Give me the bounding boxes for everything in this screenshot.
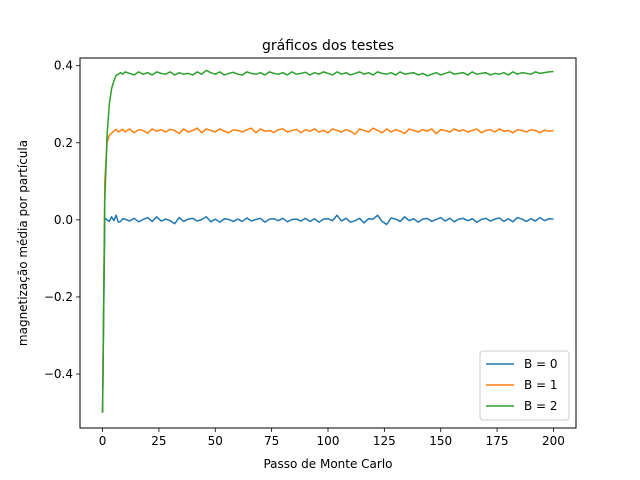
legend-label-0: B = 0 bbox=[524, 357, 558, 371]
y-tick-label: 0.2 bbox=[54, 136, 73, 150]
x-tick-label: 125 bbox=[373, 434, 396, 448]
x-tick-label: 150 bbox=[429, 434, 452, 448]
legend-box bbox=[479, 350, 570, 421]
x-axis-label: Passo de Monte Carlo bbox=[263, 457, 392, 471]
x-tick-label: 0 bbox=[99, 434, 107, 448]
chart-title: gráficos dos testes bbox=[262, 38, 394, 54]
legend: B = 0 B = 1 B = 2 bbox=[479, 350, 570, 421]
x-tick-label: 200 bbox=[542, 434, 565, 448]
series-line-2 bbox=[101, 69, 554, 413]
x-tick-label: 75 bbox=[264, 434, 279, 448]
y-tick-label: 0.0 bbox=[54, 213, 73, 227]
x-tick-label: 50 bbox=[208, 434, 223, 448]
series-line-0 bbox=[101, 214, 554, 413]
legend-label-1: B = 1 bbox=[524, 378, 558, 392]
x-tick-label: 175 bbox=[486, 434, 509, 448]
series-line-1 bbox=[101, 127, 554, 413]
x-tick-label: 100 bbox=[317, 434, 340, 448]
x-axis-ticks: 0 25 50 75 100 125 150 175 200 bbox=[99, 428, 565, 448]
y-tick-label: 0.4 bbox=[54, 59, 73, 73]
y-axis-ticks: −0.4 −0.2 0.0 0.2 0.4 bbox=[44, 59, 80, 381]
y-axis-label: magnetização média por partícula bbox=[16, 140, 30, 346]
x-tick-label: 25 bbox=[151, 434, 166, 448]
legend-label-2: B = 2 bbox=[524, 399, 558, 413]
plot-lines bbox=[101, 69, 554, 413]
y-tick-label: −0.2 bbox=[44, 290, 73, 304]
y-tick-label: −0.4 bbox=[44, 367, 73, 381]
